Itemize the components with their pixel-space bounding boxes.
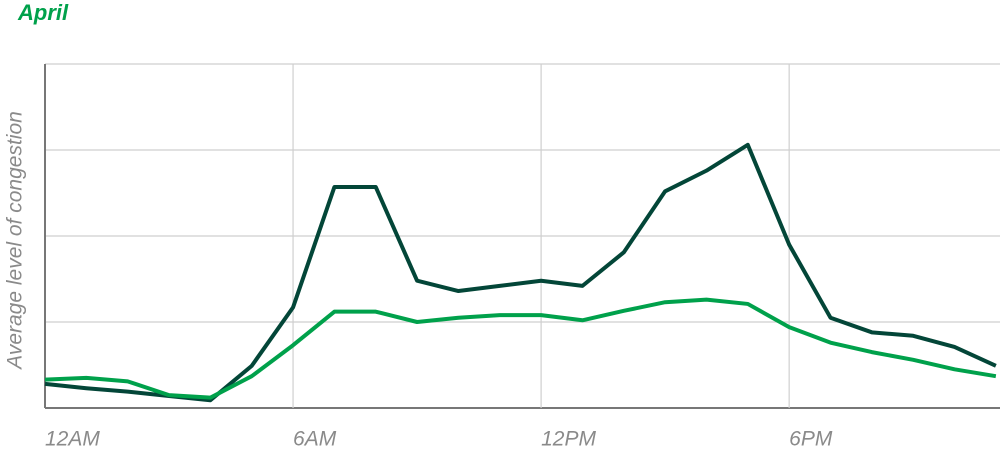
y-axis-label: Average level of congestion xyxy=(4,111,27,371)
chart-title: April xyxy=(17,0,69,25)
line xyxy=(44,142,997,403)
x-tick-label: 6PM xyxy=(789,428,833,451)
x-tick-label: 6AM xyxy=(293,428,337,451)
x-tick-label: 12AM xyxy=(45,428,100,451)
x-tick-label: 12PM xyxy=(541,428,596,451)
line xyxy=(44,297,997,400)
